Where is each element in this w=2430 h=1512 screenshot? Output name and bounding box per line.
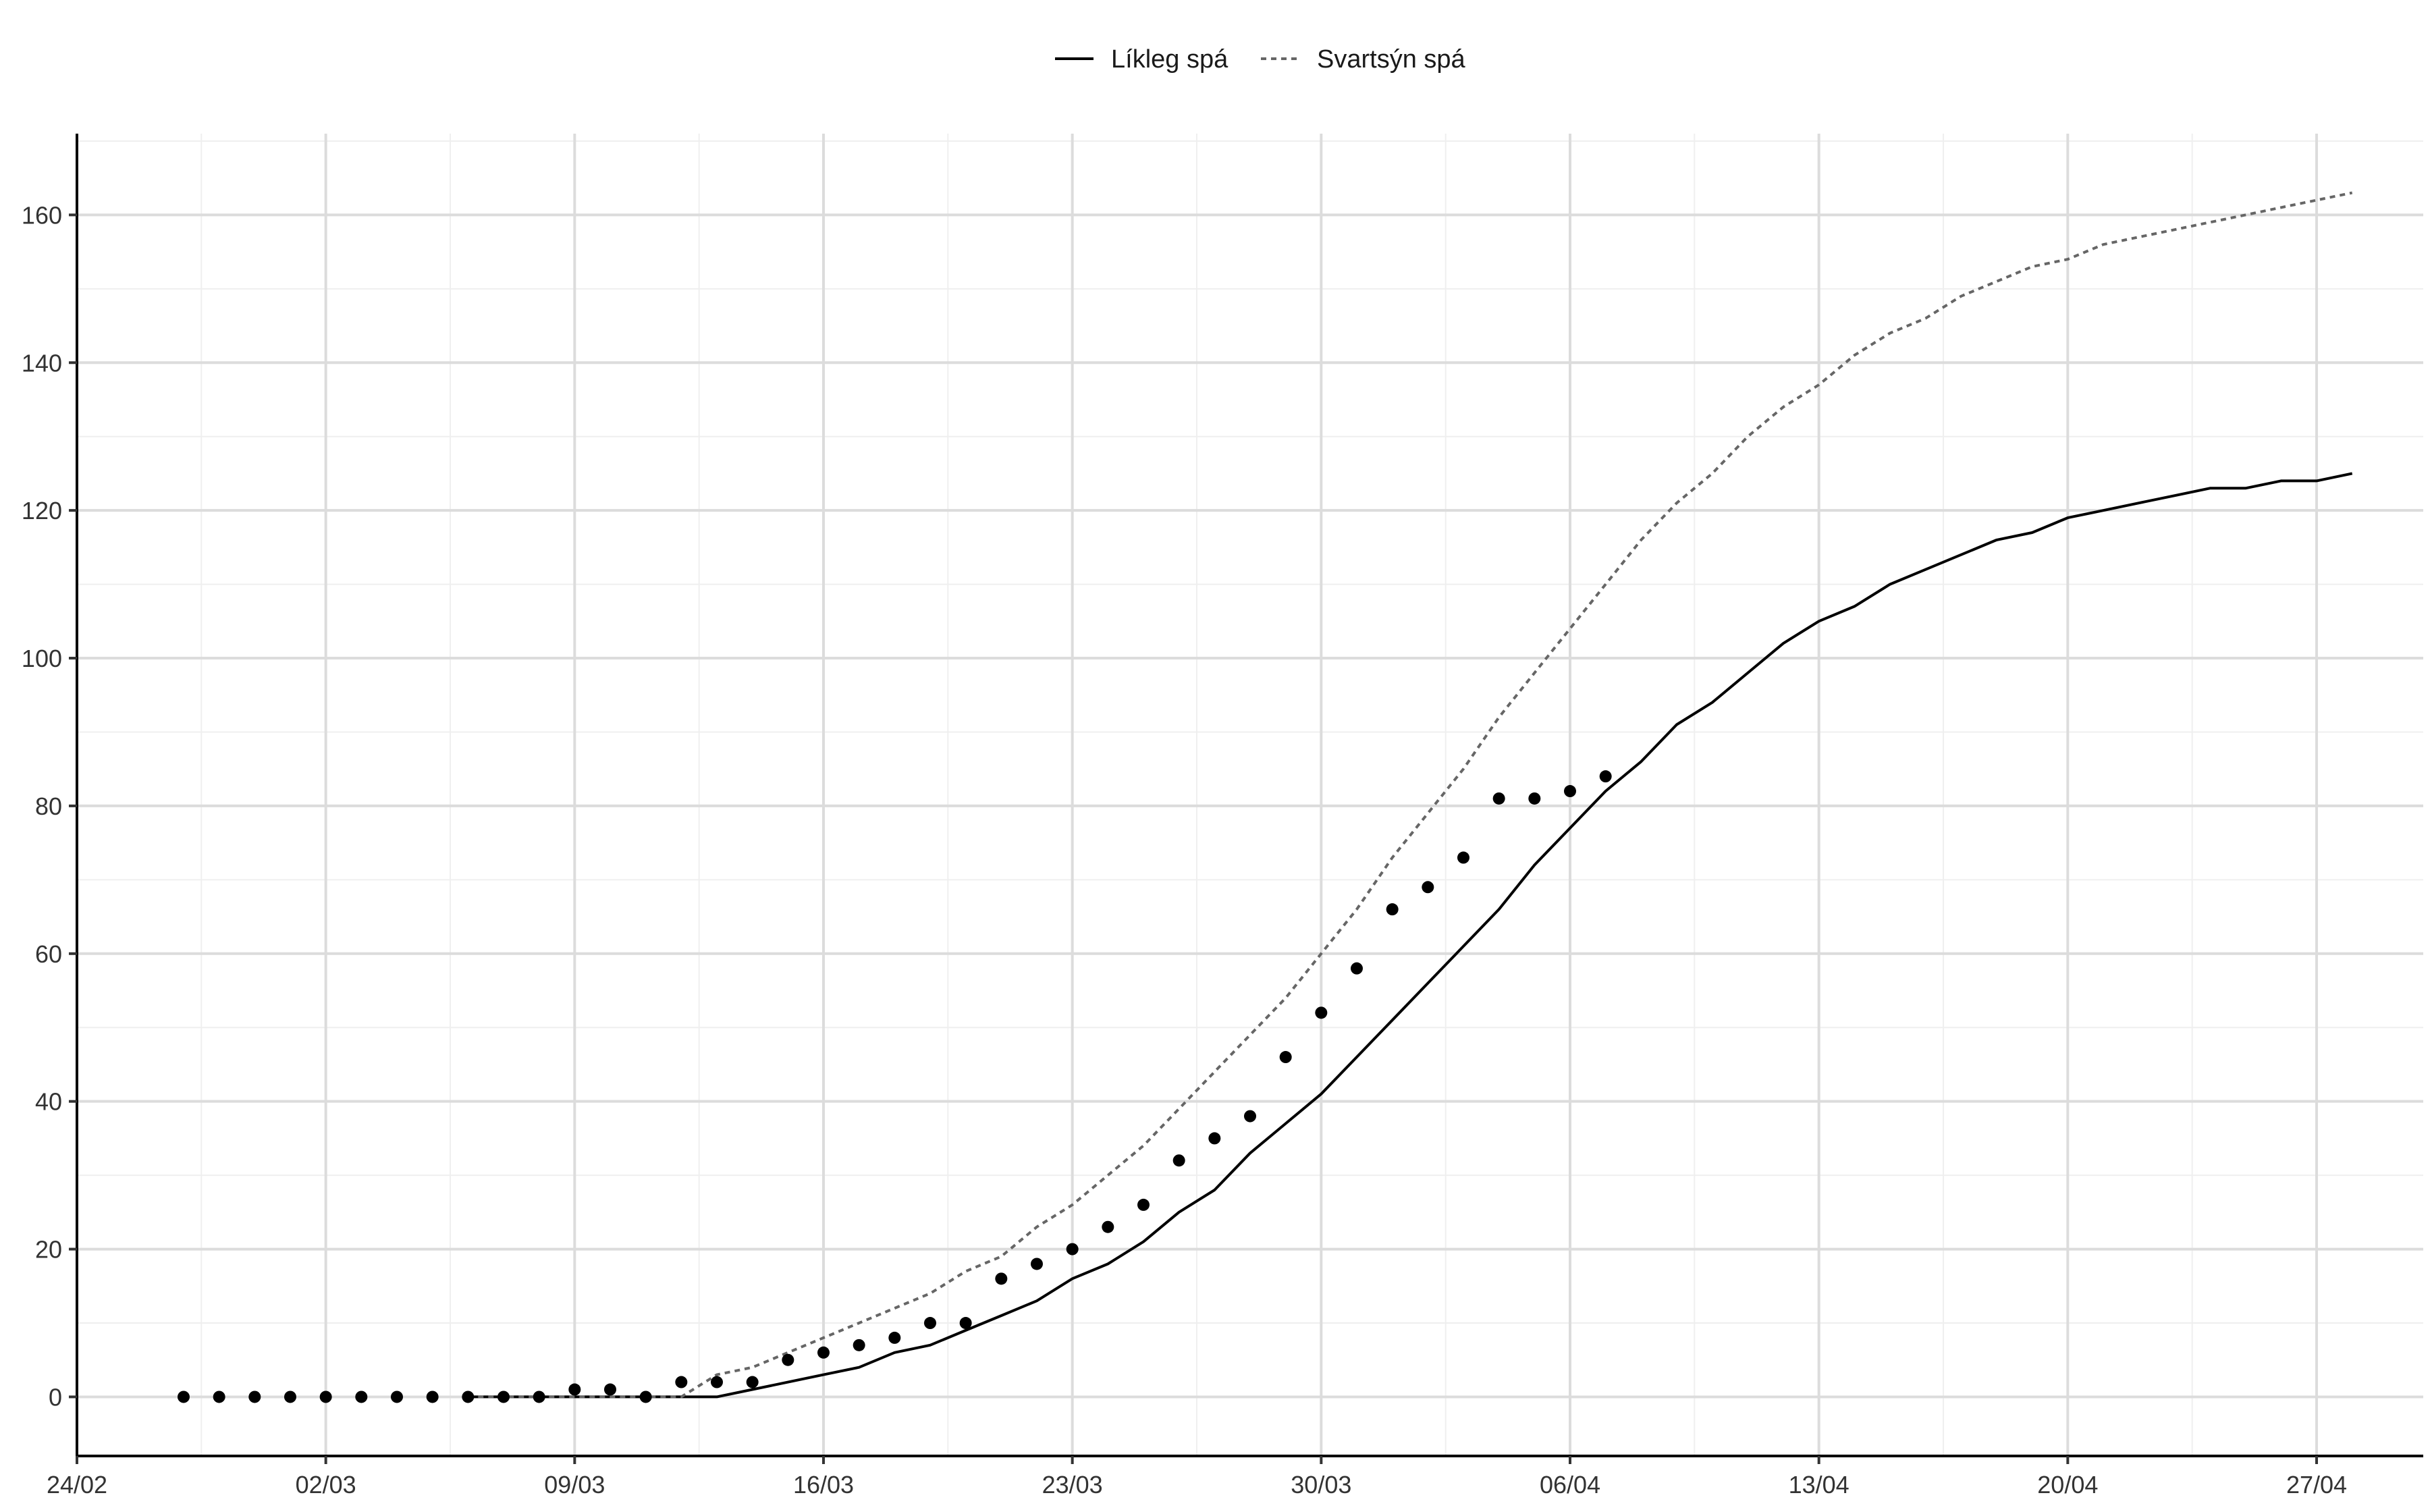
y-tick-label: 60 [35,940,62,968]
series-line-pessimistic [468,191,2353,1399]
x-tick-label: 09/03 [544,1471,605,1498]
observed-data-point [391,1390,403,1403]
observed-data-point [1172,1154,1185,1167]
observed-data-point [1066,1243,1079,1256]
x-tick-label: 20/04 [2037,1471,2098,1498]
y-tick-label: 80 [35,792,62,820]
observed-data-point [675,1376,688,1388]
observed-data-point [995,1272,1008,1285]
x-tick-label: 23/03 [1042,1471,1103,1498]
observed-data-point [248,1390,261,1403]
observed-data-point [1315,1006,1328,1019]
legend-label-pessimistic: Svartsýn spá [1317,45,1466,74]
observed-data-point [533,1390,545,1403]
x-tick-label: 24/02 [47,1471,107,1498]
y-tick-label: 160 [22,201,62,229]
observed-data-point [817,1346,830,1359]
observed-data-point [853,1339,865,1351]
y-tick-label: 20 [35,1236,62,1264]
observed-data-point [1137,1198,1150,1211]
observed-data-point [284,1390,296,1403]
observed-data-point [782,1353,794,1366]
observed-data-point [213,1390,225,1403]
x-tick-label: 13/04 [1789,1471,1850,1498]
legend-label-likely: Líkleg spá [1111,45,1228,74]
legend: Líkleg spá Svartsýn spá [1055,45,1466,74]
observed-data-point [1386,903,1399,916]
series-layer [178,191,2353,1403]
y-tick-label: 120 [22,497,62,524]
y-tick-label: 140 [22,349,62,377]
observed-data-point [639,1390,652,1403]
x-tick-label: 16/03 [793,1471,854,1498]
observed-data-point [1279,1051,1292,1064]
observed-data-point [711,1376,723,1388]
observed-data-point [888,1331,901,1344]
grid-minor-lines [77,134,2423,1456]
observed-data-point [1102,1220,1114,1233]
observed-data-point [355,1390,368,1403]
y-tick-label: 40 [35,1088,62,1116]
y-tick-label: 0 [49,1383,62,1411]
x-tick-label: 02/03 [296,1471,356,1498]
observed-data-point [1351,962,1363,975]
observed-data-point [568,1383,581,1396]
x-tick-label: 30/03 [1291,1471,1351,1498]
observed-data-point [1208,1132,1221,1145]
observed-data-point [1244,1110,1256,1123]
observed-data-point [1457,851,1469,864]
x-tick-label: 06/04 [1540,1471,1600,1498]
observed-data-point [319,1390,332,1403]
observed-data-point [959,1317,972,1330]
observed-data-point [604,1383,616,1396]
observed-data-point [497,1390,510,1403]
observed-data-point [462,1390,475,1403]
observed-data-point [1492,792,1505,805]
observed-data-point [1528,792,1541,805]
observed-data-point [1031,1258,1043,1270]
x-tick-label: 27/04 [2286,1471,2347,1498]
observed-data-point [178,1390,190,1403]
observed-data-point [426,1390,439,1403]
observed-data-point [1564,785,1576,798]
observed-data-point [1422,881,1434,894]
observed-data-point [746,1376,759,1388]
observed-data-point [924,1317,936,1330]
y-tick-label: 100 [22,645,62,672]
axes: 0 20 40 60 80 100 120 140 160 24/02 02/03 09/03 16/0… [22,134,2423,1498]
observed-data-point [1599,770,1612,783]
series-line-likely [468,472,2353,1399]
